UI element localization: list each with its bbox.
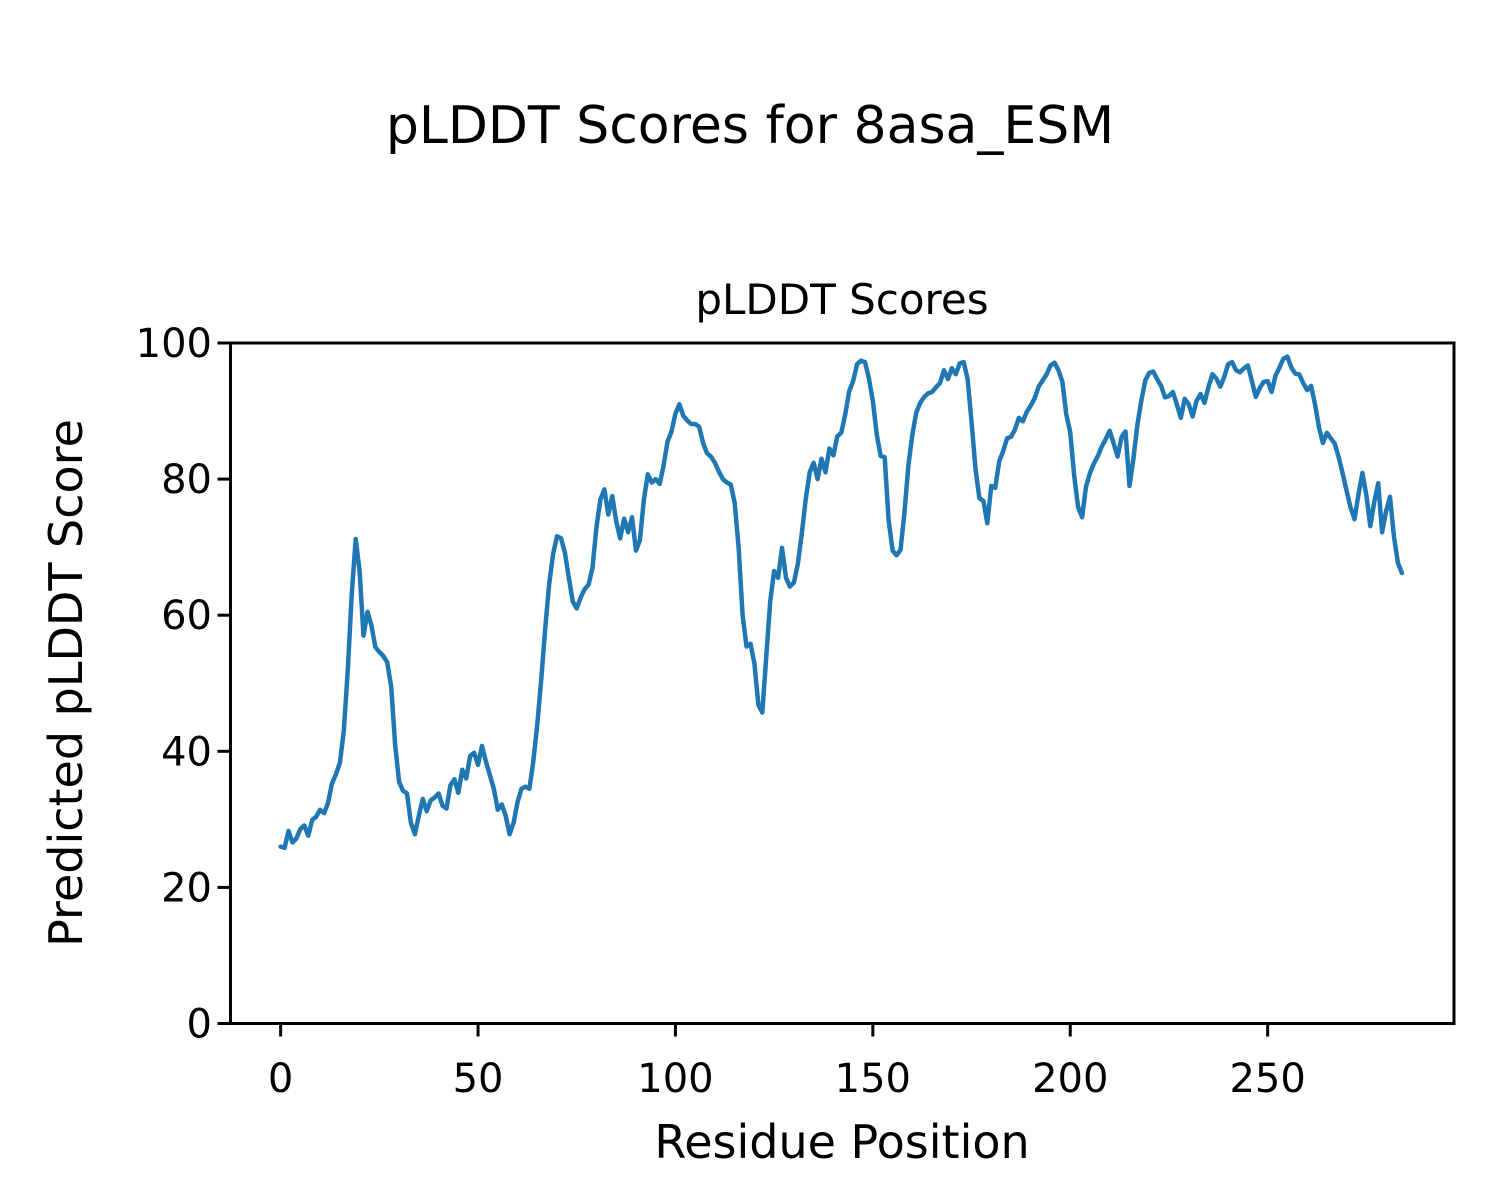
y-tick-label-100: 100 bbox=[136, 321, 212, 367]
plot-border bbox=[229, 341, 1456, 1025]
x-tick-label-250: 250 bbox=[1229, 1056, 1305, 1102]
plot-area bbox=[278, 354, 1405, 851]
x-tick-label-150: 150 bbox=[835, 1056, 911, 1102]
x-axis-label: Residue Position bbox=[654, 1115, 1029, 1169]
y-axis: 0 20 40 60 80 100 bbox=[136, 321, 231, 1048]
x-axis: 0 50 100 150 200 250 bbox=[268, 1023, 1306, 1102]
x-tick-label-200: 200 bbox=[1032, 1056, 1108, 1102]
y-tick-label-80: 80 bbox=[161, 457, 212, 503]
y-tick-label-20: 20 bbox=[161, 865, 212, 911]
x-tick-label-50: 50 bbox=[453, 1056, 504, 1102]
x-tick-label-0: 0 bbox=[268, 1056, 293, 1102]
y-tick-label-40: 40 bbox=[161, 729, 212, 775]
y-tick-label-0: 0 bbox=[187, 1002, 212, 1048]
x-tick-label-100: 100 bbox=[637, 1056, 713, 1102]
axes-title: pLDDT Scores bbox=[695, 275, 988, 324]
y-tick-label-60: 60 bbox=[161, 593, 212, 639]
y-axis-label: Predicted pLDDT Score bbox=[39, 419, 93, 947]
figure-suptitle: pLDDT Scores for 8asa_ESM bbox=[386, 96, 1114, 156]
pLDDT-series-line bbox=[278, 354, 1405, 851]
